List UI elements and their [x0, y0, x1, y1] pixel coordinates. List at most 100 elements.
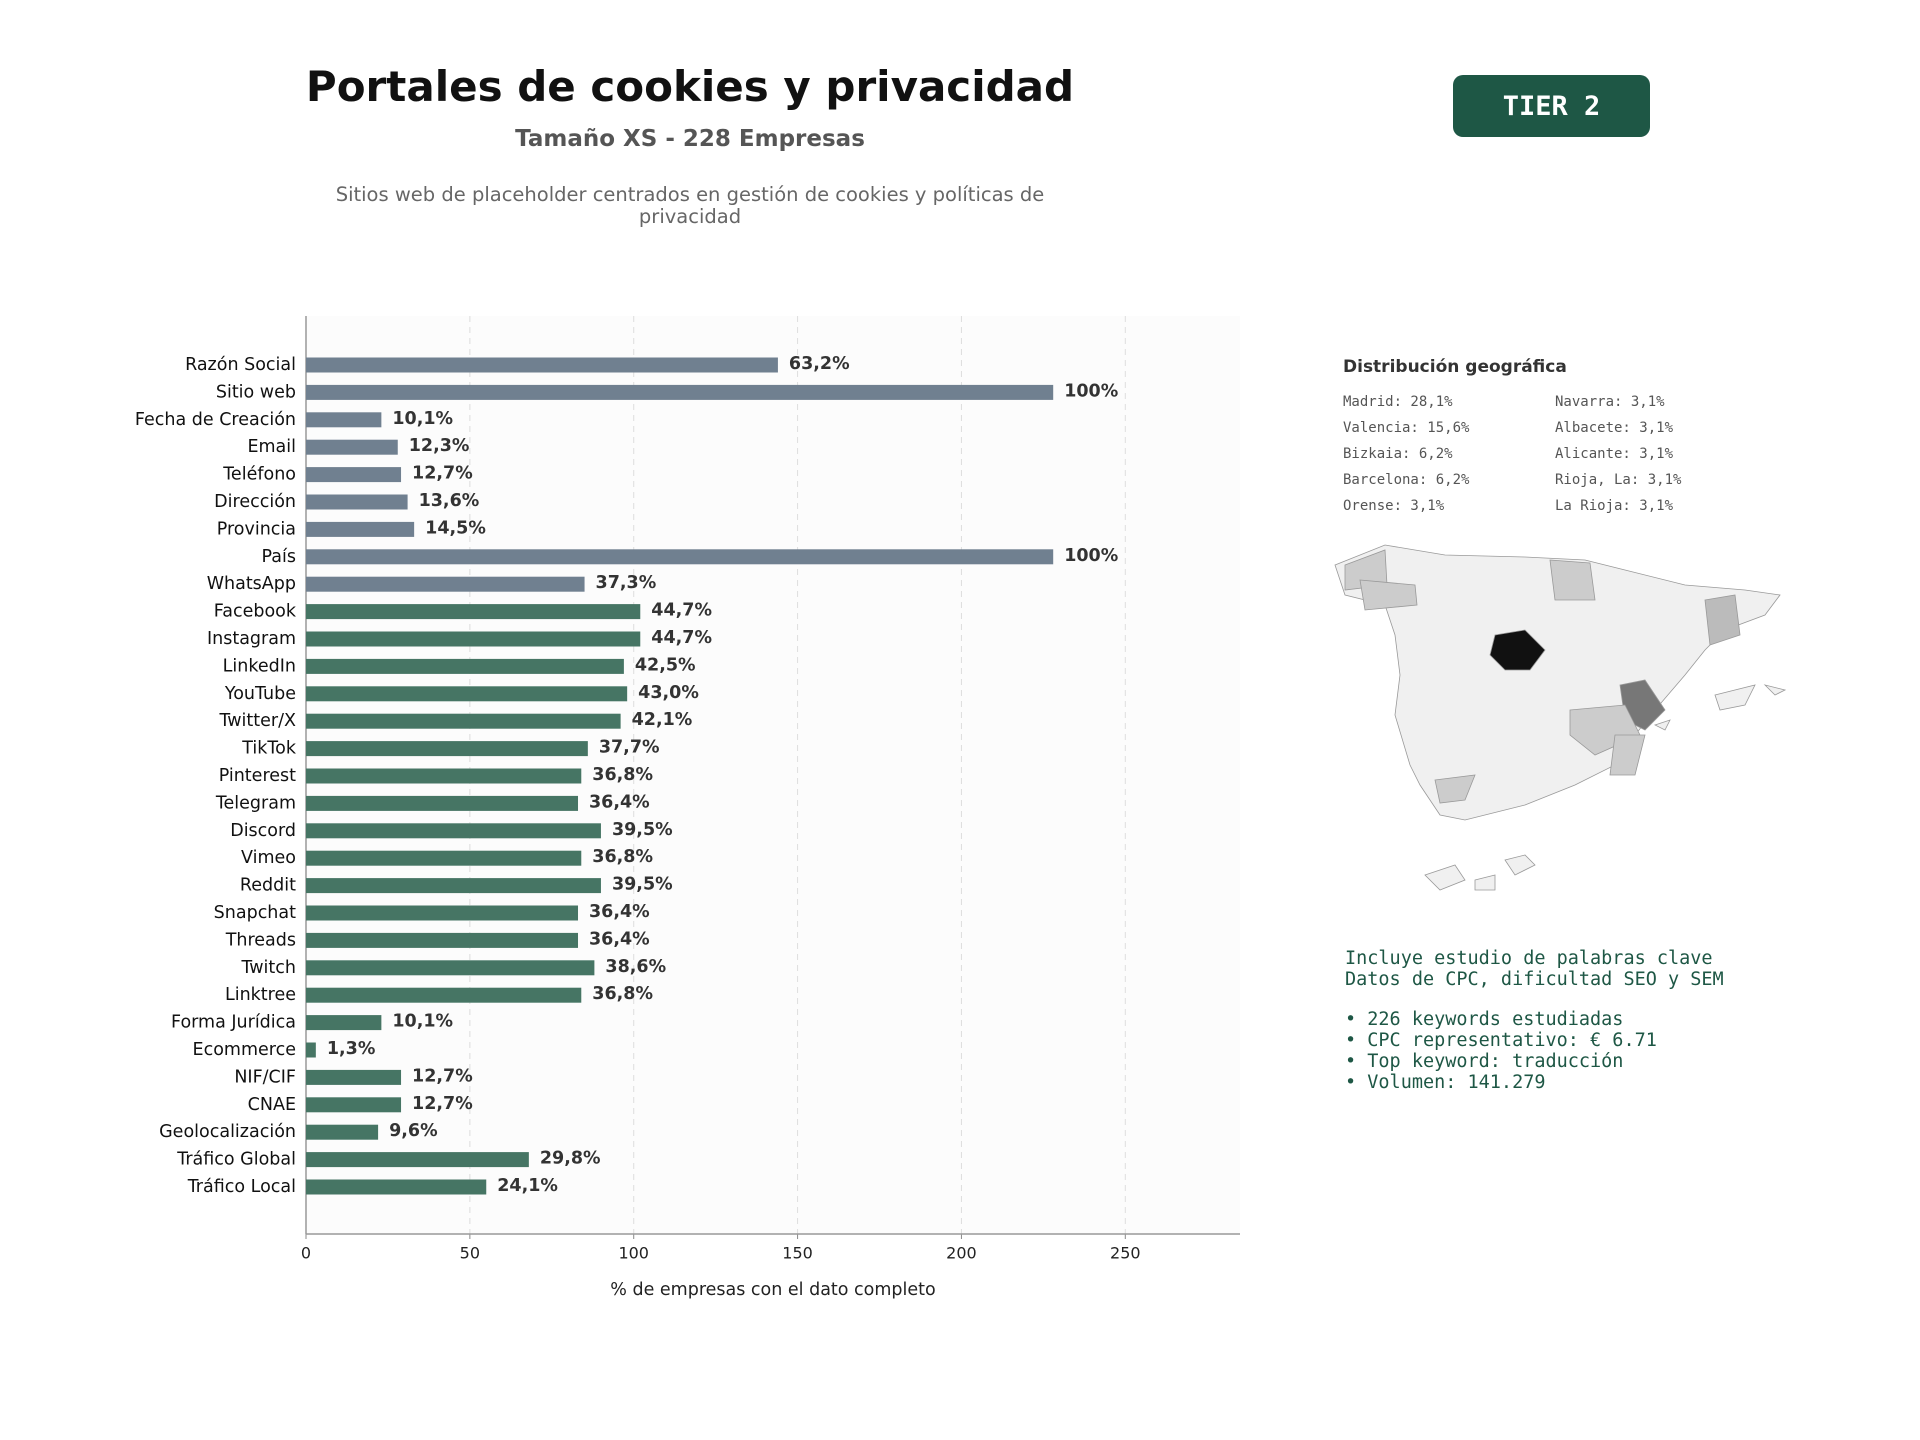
y-tick-label: Telegram — [215, 793, 296, 813]
bar — [306, 412, 382, 428]
value-label: 37,3% — [596, 573, 657, 593]
y-tick-label: Geolocalización — [159, 1122, 296, 1142]
value-label: 42,1% — [632, 710, 693, 730]
y-tick-label: Forma Jurídica — [171, 1013, 296, 1033]
bar — [306, 1097, 402, 1113]
x-tick-label: 250 — [1110, 1244, 1141, 1263]
value-label: 10,1% — [392, 409, 453, 429]
value-label: 36,4% — [589, 792, 650, 812]
keyword-bullet: • CPC representativo: € 6.71 — [1345, 1030, 1657, 1051]
y-tick-label: Ecommerce — [193, 1040, 296, 1060]
y-tick-label: Sitio web — [216, 382, 296, 402]
tier-badge: TIER 2 — [1453, 75, 1650, 137]
y-tick-label: TikTok — [241, 739, 297, 759]
geo-entry: Alicante: 3,1% — [1555, 446, 1674, 462]
y-tick-label: Reddit — [240, 876, 296, 896]
keyword-bullet: • 226 keywords estudiadas — [1345, 1009, 1624, 1030]
x-axis-label: % de empresas con el dato completo — [610, 1280, 935, 1300]
value-label: 100% — [1064, 381, 1118, 401]
geo-entry: Navarra: 3,1% — [1555, 394, 1665, 410]
bar — [306, 631, 641, 647]
bar — [306, 494, 408, 510]
title: Portales de cookies y privacidad — [305, 62, 1075, 111]
bar — [306, 576, 585, 592]
bar — [306, 932, 579, 948]
bar — [306, 713, 621, 729]
y-tick-label: WhatsApp — [207, 574, 296, 594]
bar — [306, 357, 778, 373]
value-label: 38,6% — [605, 957, 666, 977]
value-label: 12,3% — [409, 436, 470, 456]
y-tick-label: Email — [247, 437, 296, 457]
description: Sitios web de placeholder centrados en g… — [335, 183, 1045, 228]
y-tick-label: Razón Social — [185, 355, 296, 375]
value-label: 9,6% — [389, 1121, 438, 1141]
geo-entry: Bizkaia: 6,2% — [1343, 446, 1453, 462]
bar — [306, 1179, 487, 1195]
y-tick-label: Threads — [225, 930, 296, 950]
bar — [306, 1152, 529, 1168]
geo-entry: Rioja, La: 3,1% — [1555, 472, 1682, 488]
bar — [306, 1042, 316, 1058]
geo-entry: Madrid: 28,1% — [1343, 394, 1453, 410]
y-tick-label: LinkedIn — [223, 656, 296, 676]
value-label: 43,0% — [638, 683, 699, 703]
geo-entry: Barcelona: 6,2% — [1343, 472, 1470, 488]
y-tick-label: Teléfono — [222, 465, 296, 485]
value-label: 29,8% — [540, 1149, 601, 1169]
bar — [306, 823, 601, 839]
y-tick-label: Facebook — [214, 602, 297, 622]
value-label: 42,5% — [635, 655, 696, 675]
bar — [306, 1069, 402, 1085]
value-label: 37,7% — [599, 738, 660, 758]
bar — [306, 795, 579, 811]
bar — [306, 604, 641, 620]
y-tick-label: CNAE — [248, 1095, 296, 1115]
x-tick-label: 200 — [946, 1244, 977, 1263]
value-label: 63,2% — [789, 354, 850, 374]
value-label: 36,4% — [589, 902, 650, 922]
y-tick-label: Dirección — [214, 492, 296, 512]
y-tick-label: Vimeo — [241, 848, 296, 868]
keyword-intro: Datos de CPC, dificultad SEO y SEM — [1345, 969, 1724, 990]
bar — [306, 741, 588, 757]
y-tick-label: Fecha de Creación — [135, 410, 296, 430]
bar — [306, 1124, 379, 1140]
value-label: 12,7% — [412, 1066, 473, 1086]
bar — [306, 439, 398, 455]
value-label: 44,7% — [651, 601, 712, 621]
bar — [306, 850, 582, 866]
y-tick-label: Tráfico Global — [176, 1150, 296, 1170]
subtitle: Tamaño XS - 228 Empresas — [515, 126, 865, 152]
value-label: 12,7% — [412, 1094, 473, 1114]
x-tick-label: 50 — [460, 1244, 480, 1263]
value-label: 14,5% — [425, 518, 486, 538]
bar — [306, 768, 582, 784]
geo-title: Distribución geográfica — [1343, 357, 1567, 377]
geo-entry: Orense: 3,1% — [1343, 498, 1445, 514]
y-tick-label: YouTube — [224, 684, 296, 704]
x-tick-label: 150 — [782, 1244, 813, 1263]
x-tick-label: 100 — [618, 1244, 649, 1263]
value-label: 12,7% — [412, 464, 473, 484]
y-tick-label: NIF/CIF — [234, 1067, 296, 1087]
geo-entry: Valencia: 15,6% — [1343, 420, 1470, 436]
bar — [306, 1015, 382, 1031]
keyword-bullet: • Top keyword: traducción — [1345, 1051, 1624, 1072]
value-label: 1,3% — [327, 1039, 376, 1059]
y-tick-label: Pinterest — [219, 766, 296, 786]
keyword-intro: Incluye estudio de palabras clave — [1345, 948, 1713, 969]
value-label: 36,4% — [589, 929, 650, 949]
bar — [306, 987, 582, 1003]
bar — [306, 960, 595, 976]
value-label: 10,1% — [392, 1012, 453, 1032]
x-tick-label: 0 — [301, 1244, 311, 1263]
bar — [306, 658, 624, 674]
value-label: 100% — [1064, 546, 1118, 566]
bar — [306, 467, 402, 483]
value-label: 39,5% — [612, 820, 673, 840]
value-label: 36,8% — [592, 847, 653, 867]
map — [1334, 544, 1787, 891]
value-label: 36,8% — [592, 765, 653, 785]
